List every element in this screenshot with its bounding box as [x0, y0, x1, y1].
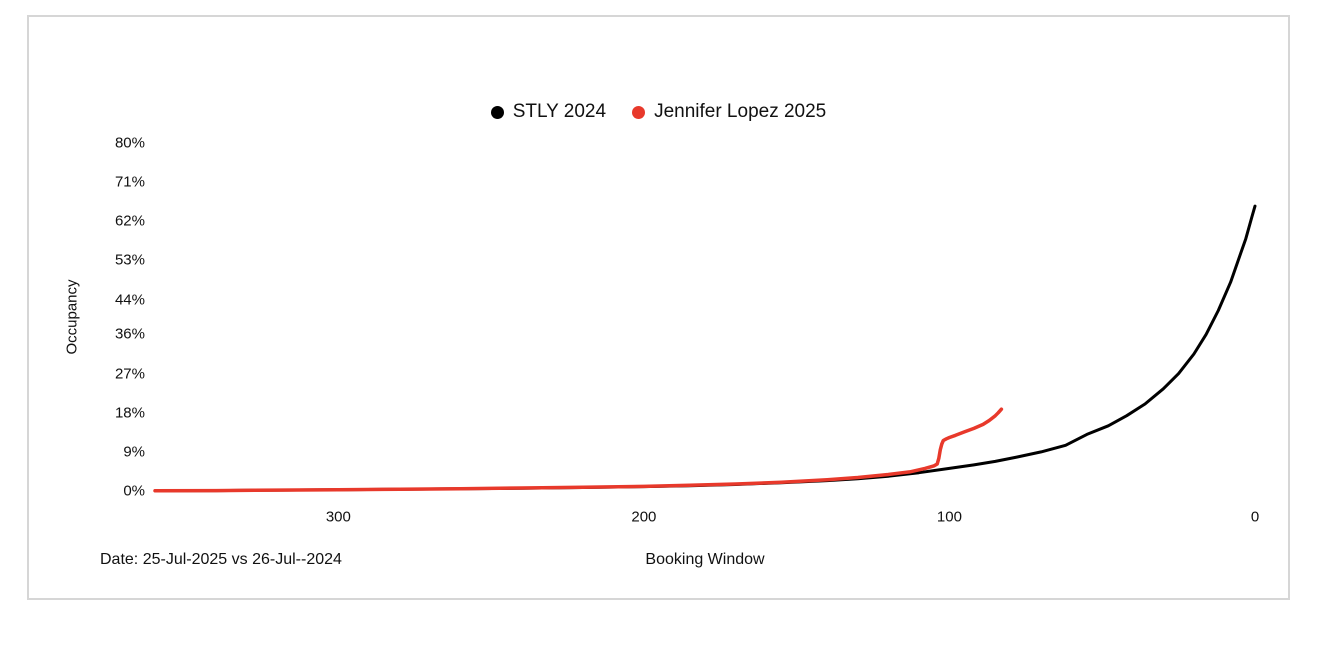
series-line-stly-2024 — [153, 204, 1257, 493]
y-axis-title: Occupancy — [63, 279, 81, 355]
x-tick-label: 300 — [325, 508, 351, 526]
legend-dot-red-icon — [632, 105, 646, 119]
x-tick-label: 200 — [631, 508, 657, 526]
legend-dot-black-icon — [490, 105, 504, 119]
y-tick-label: 44% — [114, 291, 145, 309]
y-tick-label: 27% — [114, 365, 145, 383]
y-tick-label: 80% — [114, 134, 145, 152]
legend-label-stly-2024: STLY 2024 — [512, 101, 607, 122]
series-line-jennifer-lopez-2025 — [153, 407, 1004, 493]
legend-item-jennifer-lopez-2025[interactable]: Jennifer Lopez 2025 — [632, 101, 826, 123]
chart-legend: STLY 2024 Jennifer Lopez 2025 — [29, 101, 1288, 123]
legend-label-jennifer-lopez-2025: Jennifer Lopez 2025 — [654, 101, 827, 122]
y-tick-label: 53% — [114, 251, 145, 269]
y-tick-label: 36% — [114, 325, 145, 343]
x-axis-title: Booking Window — [645, 551, 765, 568]
y-tick-label: 62% — [114, 212, 145, 230]
x-tick-label: 0 — [1250, 508, 1260, 526]
y-tick-label: 9% — [123, 443, 145, 461]
y-tick-label: 0% — [123, 482, 145, 500]
date-comparison-note: Date: 25-Jul-2025 vs 26-Jul--2024 — [100, 551, 342, 568]
legend-item-stly-2024[interactable]: STLY 2024 — [490, 101, 607, 123]
y-tick-label: 18% — [114, 404, 145, 422]
y-tick-label: 71% — [114, 173, 145, 191]
x-tick-label: 100 — [936, 508, 962, 526]
chart-card: STLY 2024 Jennifer Lopez 2025 — [27, 15, 1290, 600]
